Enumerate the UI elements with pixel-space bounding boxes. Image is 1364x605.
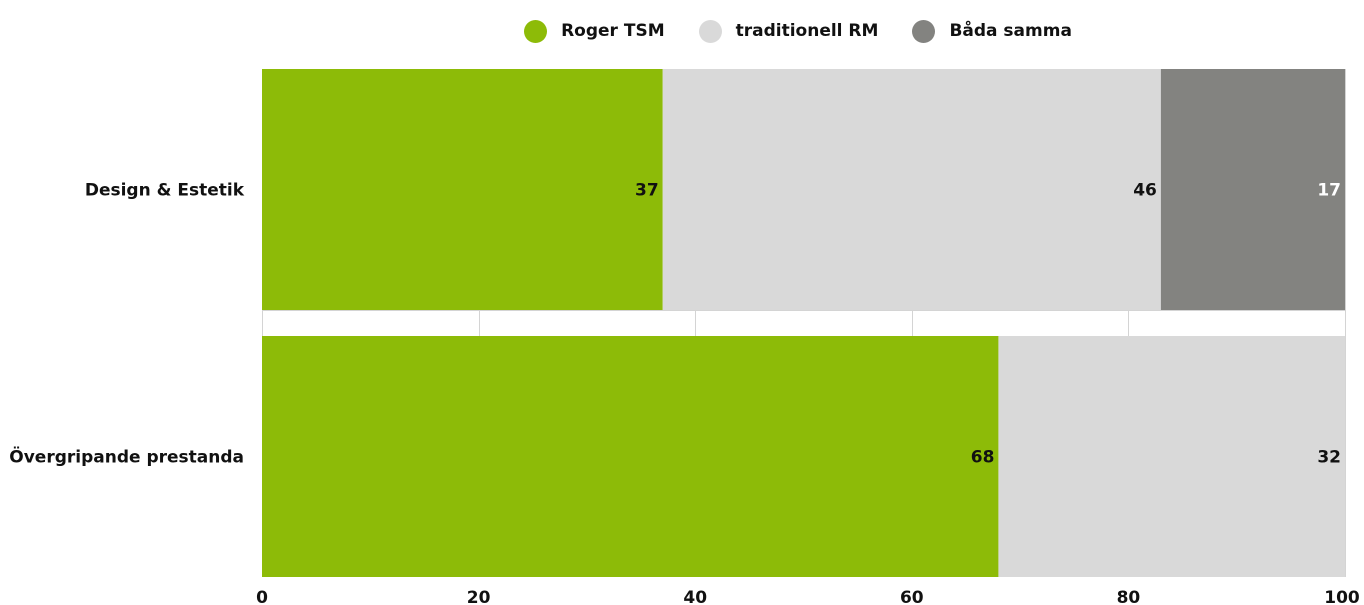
category-label-1: Övergripande prestanda [9, 446, 244, 468]
category-label-0: Design & Estetik [85, 181, 245, 201]
data-label-0-0: 37 [635, 181, 659, 201]
data-label-1-1: 32 [1317, 448, 1341, 468]
legend: Roger TSM traditionell RM Båda samma [0, 14, 1364, 48]
legend-item-bada-samma[interactable]: Båda samma [912, 19, 1072, 43]
data-label-2-0: 17 [1317, 181, 1341, 201]
bar-segment-0-0[interactable] [262, 69, 663, 310]
bar-segment-1-1[interactable] [998, 336, 1345, 577]
legend-swatch-roger-tsm [524, 19, 548, 43]
x-tick-label-20: 20 [467, 588, 491, 605]
x-tick-label-60: 60 [900, 588, 924, 605]
legend-item-roger-tsm[interactable]: Roger TSM [524, 19, 665, 43]
legend-label-roger-tsm: Roger TSM [561, 21, 665, 41]
legend-swatch-traditionell-rm [698, 19, 722, 43]
x-tick-label-40: 40 [683, 588, 707, 605]
legend-label-traditionell-rm: traditionell RM [735, 21, 879, 41]
legend-item-traditionell-rm[interactable]: traditionell RM [698, 19, 879, 43]
legend-swatch-bada-samma [912, 19, 936, 43]
x-tick-label-100: 100 [1324, 588, 1360, 605]
legend-label-bada-samma: Båda samma [949, 21, 1072, 41]
x-tick-label-0: 0 [256, 588, 268, 605]
category-labels-layer: Design & Estetik Övergripande prestanda [9, 181, 244, 468]
data-label-1-0: 46 [1133, 181, 1157, 201]
bars-layer [262, 69, 1345, 577]
bar-segment-2-0[interactable] [1160, 69, 1345, 310]
bar-segment-0-1[interactable] [262, 336, 999, 577]
data-labels-layer: 37 46 17 68 32 [635, 181, 1341, 468]
x-axis-ticks-layer: 0 20 40 60 80 100 [256, 588, 1360, 605]
bar-segment-1-0[interactable] [662, 69, 1161, 310]
x-tick-label-80: 80 [1117, 588, 1141, 605]
data-label-0-1: 68 [971, 448, 995, 468]
